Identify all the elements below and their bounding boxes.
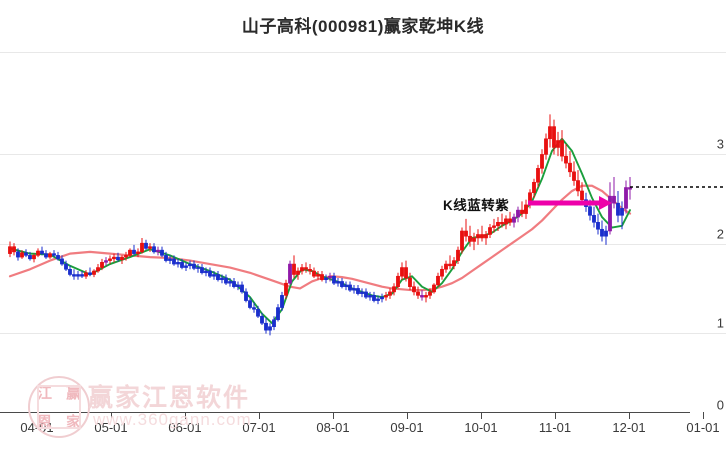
watermark-brand: 赢家江恩软件	[88, 384, 251, 412]
gridline-2	[0, 244, 726, 245]
x-tick-mark-08-01	[333, 412, 334, 419]
x-axis-baseline	[0, 412, 690, 413]
x-axis-label-07-01: 07-01	[242, 420, 276, 435]
x-axis-label-10-01: 10-01	[464, 420, 498, 435]
x-tick-mark-06-01	[185, 412, 186, 419]
annotation-label: K线蓝转紫	[443, 198, 510, 213]
x-tick-mark-12-01	[629, 412, 630, 419]
x-tick-mark-05-01	[111, 412, 112, 419]
y-axis-label-2: 2	[716, 226, 724, 242]
gridline-3	[0, 154, 726, 155]
x-tick-mark-01-01	[703, 412, 704, 419]
x-axis-label-08-01: 08-01	[316, 420, 350, 435]
ma-short-line	[9, 137, 631, 325]
seal-inner-square	[37, 385, 81, 429]
x-tick-mark-07-01	[259, 412, 260, 419]
seal-char-3: 家	[65, 414, 81, 431]
x-axis-label-09-01: 09-01	[390, 420, 424, 435]
x-axis-label-06-01: 06-01	[168, 420, 202, 435]
y-axis-label-3: 3	[716, 136, 724, 152]
annotation-arrow	[528, 196, 612, 210]
y-axis-label-0: 0	[716, 397, 724, 413]
x-axis-label-01-01: 01-01	[686, 420, 720, 435]
seal-char-0: 江	[36, 385, 52, 402]
watermark-seal-logo: 江 赢 恩 家	[28, 376, 90, 438]
seal-char-2: 恩	[36, 414, 52, 431]
gridline-1	[0, 333, 726, 334]
x-axis-label-05-01: 05-01	[94, 420, 128, 435]
y-axis-label-1: 1	[716, 315, 724, 331]
x-tick-mark-09-01	[407, 412, 408, 419]
x-tick-mark-10-01	[481, 412, 482, 419]
x-tick-mark-11-01	[555, 412, 556, 419]
x-axis-label-11-01: 11-01	[538, 420, 572, 435]
x-axis-label-12-01: 12-01	[612, 420, 646, 435]
candlestick-series	[8, 114, 632, 336]
seal-char-1: 赢	[65, 385, 81, 402]
watermark-url: www.360gann.com	[93, 410, 252, 429]
page-title: 山子高科(000981)赢家乾坤K线	[241, 17, 485, 36]
gridline-top	[0, 52, 726, 53]
